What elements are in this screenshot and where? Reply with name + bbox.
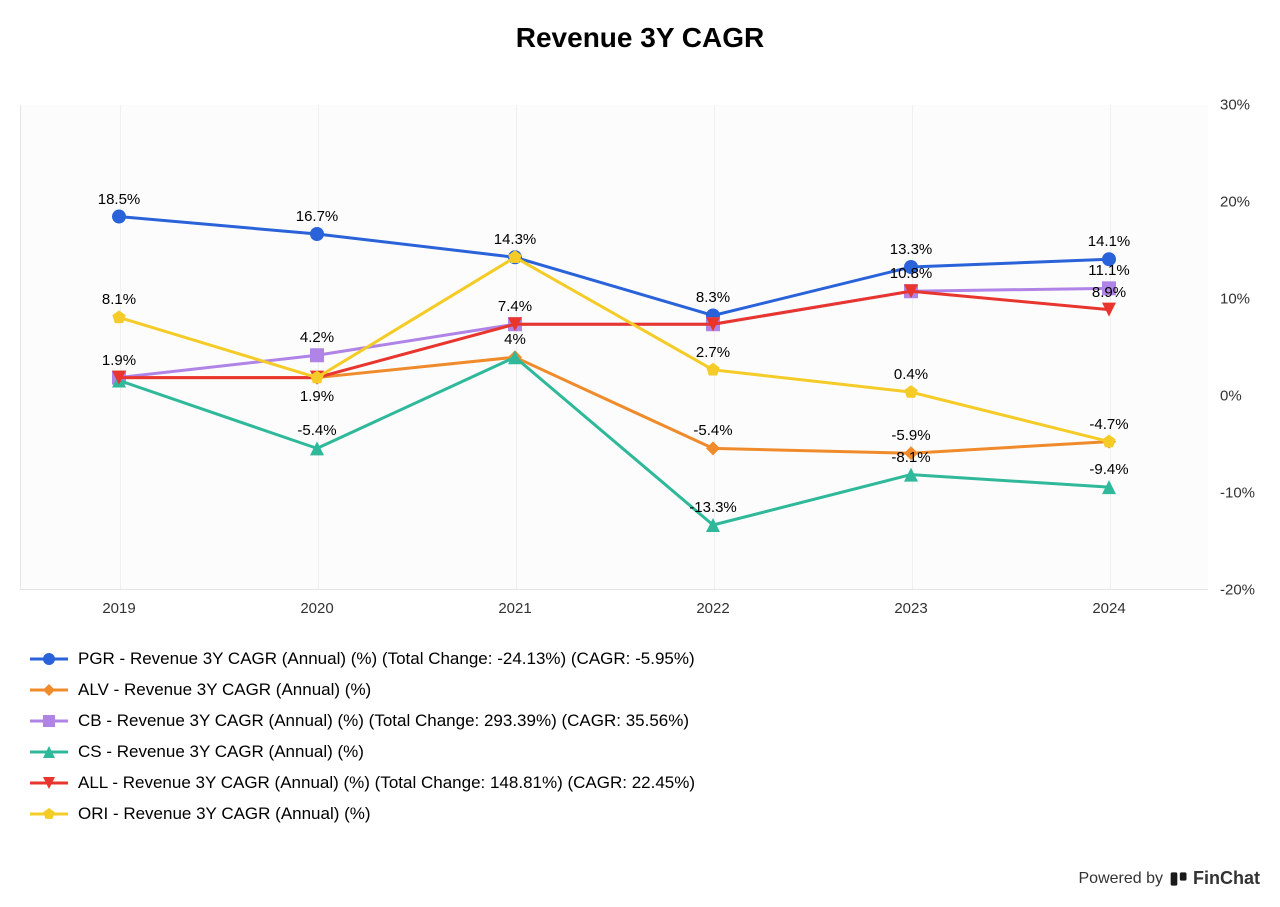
legend-item-pgr[interactable]: PGR - Revenue 3Y CAGR (Annual) (%) (Tota… (30, 648, 695, 669)
chart-container: Revenue 3Y CAGR PGR - Revenue 3Y CAGR (A… (0, 0, 1280, 907)
legend-item-ori[interactable]: ORI - Revenue 3Y CAGR (Annual) (%) (30, 803, 695, 824)
data-label: 4% (504, 331, 526, 348)
chart-title: Revenue 3Y CAGR (0, 22, 1280, 54)
data-label: 4.2% (300, 329, 334, 346)
data-label: 10.8% (890, 265, 933, 282)
data-label: 11.1% (1088, 262, 1129, 279)
data-label: 16.7% (296, 208, 339, 225)
x-tick-label: 2023 (894, 600, 927, 617)
series-line-cb (119, 288, 1109, 377)
legend-swatch (30, 745, 68, 759)
attribution: Powered by FinChat (1079, 868, 1261, 889)
marker-cb (310, 348, 324, 362)
data-label: 7.4% (498, 298, 532, 315)
legend-item-cs[interactable]: CS - Revenue 3Y CAGR (Annual) (%) (30, 741, 695, 762)
finchat-icon (1169, 869, 1189, 889)
powered-by-text: Powered by (1079, 870, 1164, 888)
data-label: 8.3% (696, 289, 730, 306)
x-tick-label: 2021 (498, 600, 531, 617)
finchat-logo: FinChat (1169, 868, 1260, 889)
data-label: -5.4% (297, 422, 336, 439)
legend-swatch (30, 652, 68, 666)
marker-ori (706, 363, 719, 376)
legend-marker-icon (41, 744, 57, 760)
data-label: 18.5% (98, 191, 141, 208)
legend-label: CS - Revenue 3Y CAGR (Annual) (%) (78, 742, 364, 762)
data-label: 2.7% (696, 344, 730, 361)
series-line-cs (119, 357, 1109, 525)
data-label: 13.3% (890, 241, 933, 258)
data-label: 1.9% (102, 352, 136, 369)
series-line-all (119, 291, 1109, 377)
legend-label: ALV - Revenue 3Y CAGR (Annual) (%) (78, 680, 371, 700)
legend-marker-icon (41, 806, 57, 822)
y-tick-label: 30% (1220, 97, 1270, 114)
data-label: -5.9% (891, 427, 930, 444)
legend-marker-icon (41, 682, 57, 698)
y-tick-label: 20% (1220, 194, 1270, 211)
y-tick-label: 10% (1220, 291, 1270, 308)
legend-label: ALL - Revenue 3Y CAGR (Annual) (%) (Tota… (78, 773, 695, 793)
legend-marker-icon (41, 651, 57, 667)
data-label: -13.3% (689, 499, 737, 516)
x-tick-label: 2024 (1092, 600, 1125, 617)
data-label: 8.9% (1092, 284, 1126, 301)
marker-ori (904, 385, 917, 398)
legend-label: CB - Revenue 3Y CAGR (Annual) (%) (Total… (78, 711, 689, 731)
legend-swatch (30, 714, 68, 728)
marker-pgr (310, 227, 324, 241)
chart-svg (20, 105, 1208, 590)
legend-label: ORI - Revenue 3Y CAGR (Annual) (%) (78, 804, 371, 824)
legend-item-all[interactable]: ALL - Revenue 3Y CAGR (Annual) (%) (Tota… (30, 772, 695, 793)
data-label: -4.7% (1089, 416, 1128, 433)
x-tick-label: 2022 (696, 600, 729, 617)
y-tick-label: -20% (1220, 582, 1270, 599)
legend-marker-icon (41, 775, 57, 791)
legend-marker-icon (41, 713, 57, 729)
data-label: 8.1% (102, 291, 136, 308)
legend-label: PGR - Revenue 3Y CAGR (Annual) (%) (Tota… (78, 649, 695, 669)
data-label: 14.1% (1088, 233, 1131, 250)
data-label: 1.9% (300, 388, 334, 405)
legend-swatch (30, 807, 68, 821)
legend-item-cb[interactable]: CB - Revenue 3Y CAGR (Annual) (%) (Total… (30, 710, 695, 731)
marker-alv (706, 441, 720, 455)
data-label: -9.4% (1089, 461, 1128, 478)
legend: PGR - Revenue 3Y CAGR (Annual) (%) (Tota… (30, 648, 695, 834)
marker-cs (310, 441, 324, 455)
marker-ori (112, 310, 125, 323)
data-label: -8.1% (891, 449, 930, 466)
data-label: 14.3% (494, 231, 537, 248)
series-line-pgr (119, 217, 1109, 316)
y-tick-label: 0% (1220, 388, 1270, 405)
finchat-brand-text: FinChat (1193, 868, 1260, 889)
legend-item-alv[interactable]: ALV - Revenue 3Y CAGR (Annual) (%) (30, 679, 695, 700)
data-label: 0.4% (894, 366, 928, 383)
marker-ori (1102, 435, 1115, 448)
legend-swatch (30, 776, 68, 790)
legend-swatch (30, 683, 68, 697)
x-tick-label: 2019 (102, 600, 135, 617)
y-tick-label: -10% (1220, 485, 1270, 502)
marker-pgr (112, 210, 126, 224)
data-label: -5.4% (693, 422, 732, 439)
x-tick-label: 2020 (300, 600, 333, 617)
